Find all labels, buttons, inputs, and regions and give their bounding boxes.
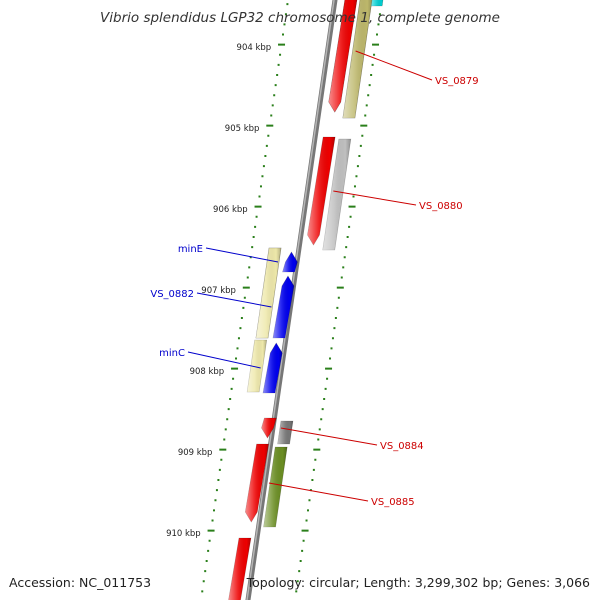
gene-label: VS_0880 (419, 201, 463, 212)
gene-shading (272, 276, 294, 338)
gene-shading (342, 0, 372, 118)
tick-label: 905 kbp (225, 124, 260, 134)
label-leader-line (333, 190, 417, 206)
label-leader-line (196, 292, 272, 308)
gene-feature (369, 0, 384, 7)
gene-feature (246, 339, 268, 393)
gene-feature (272, 275, 295, 339)
gene-feature (307, 136, 336, 246)
gene-feature (263, 446, 288, 528)
gene-shading (263, 343, 283, 393)
gene-shading (282, 252, 298, 272)
gene-label: VS_0885 (371, 497, 415, 508)
gene-shading (370, 0, 383, 6)
gene-label: VS_0882 (150, 289, 194, 300)
gene-feature (244, 443, 269, 523)
gene-label: minE (178, 244, 203, 255)
tick-label: 906 kbp (213, 205, 248, 215)
gene-feature (277, 420, 294, 445)
label-leader-line (187, 351, 261, 369)
gene-feature (282, 251, 298, 273)
map-title: Vibrio splendidus LGP32 chromosome 1, co… (100, 10, 500, 26)
gene-shading (307, 137, 336, 245)
gene-feature (322, 138, 352, 251)
accession-text: Accession: NC_011753 (9, 575, 152, 590)
gene-shading (263, 447, 288, 527)
gene-shading (322, 139, 351, 250)
label-leader-line (205, 247, 279, 263)
gene-feature (261, 417, 277, 439)
tick-label: 904 kbp (237, 43, 272, 53)
gene-feature (328, 0, 358, 113)
gene-feature (262, 342, 283, 394)
gene-shading (245, 444, 269, 522)
gene-feature (342, 0, 373, 119)
gene-shading (328, 0, 357, 112)
gene-shading (228, 538, 251, 600)
gene-feature (228, 537, 252, 600)
tick-label: 908 kbp (190, 367, 225, 377)
topology-text: Topology: circular; Length: 3,299,302 bp… (246, 575, 590, 590)
gene-label: minC (159, 348, 185, 359)
gene-shading (255, 248, 282, 338)
tick-label: 907 kbp (201, 286, 236, 296)
gene-label: VS_0879 (435, 76, 479, 87)
gene-shading (277, 421, 293, 444)
gene-shading (247, 340, 267, 392)
label-leader-line (355, 50, 433, 81)
tick-label: 909 kbp (178, 448, 213, 458)
label-leader-line (280, 427, 378, 446)
label-leader-line (268, 482, 369, 502)
gene-shading (261, 418, 277, 438)
gene-feature (255, 247, 282, 339)
gene-label: VS_0884 (380, 441, 424, 452)
tick-label: 910 kbp (166, 529, 201, 539)
